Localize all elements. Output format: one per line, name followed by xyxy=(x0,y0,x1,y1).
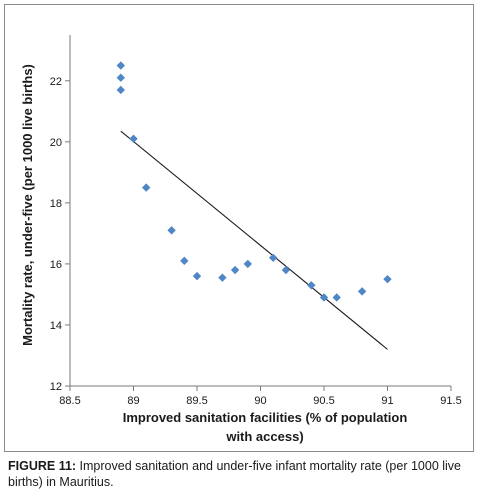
data-point xyxy=(281,265,291,275)
x-axis-title-line-1: Improved sanitation facilities (% of pop… xyxy=(123,410,408,425)
y-tick-label: 20 xyxy=(50,137,62,149)
data-point xyxy=(142,183,151,192)
data-point xyxy=(383,274,392,284)
data-points xyxy=(116,61,392,302)
data-point xyxy=(116,85,125,95)
trendline xyxy=(120,130,388,350)
x-tick-label: 89.5 xyxy=(186,395,207,407)
data-point xyxy=(357,287,367,296)
x-axis-ticks: 88.5 89 89.5 90 90.5 91 91.5 xyxy=(59,386,462,407)
y-tick-label: 18 xyxy=(50,198,62,210)
data-point xyxy=(307,281,316,290)
y-tick-label: 22 xyxy=(50,76,62,88)
x-tick-label: 89 xyxy=(127,395,139,407)
data-point xyxy=(129,134,138,143)
data-point xyxy=(332,293,341,302)
x-tick-label: 88.5 xyxy=(59,395,80,407)
caption-text: Improved sanitation and under-five infan… xyxy=(8,459,462,489)
data-point xyxy=(230,265,240,275)
chart-axes xyxy=(69,35,451,387)
x-tick-label: 90.5 xyxy=(313,395,334,407)
data-point xyxy=(180,256,189,266)
data-point xyxy=(269,253,278,263)
scatter-chart: 12 14 16 18 20 22 88.5 89 89.5 90 90.5 91 91.5 Mort… xyxy=(20,35,462,444)
data-point xyxy=(116,73,125,82)
x-tick-label: 91 xyxy=(381,395,393,407)
data-point xyxy=(167,226,176,235)
x-axis-title-line-2: with access) xyxy=(225,429,303,444)
data-point xyxy=(243,259,252,269)
y-axis-title: Mortality rate, under-five (per 1000 liv… xyxy=(20,64,35,346)
y-axis-ticks: 12 14 16 18 20 22 xyxy=(50,76,70,393)
trendline-group xyxy=(120,130,388,350)
y-tick-label: 14 xyxy=(50,320,62,332)
caption-label: FIGURE 11: xyxy=(8,459,77,473)
data-point xyxy=(218,273,227,282)
y-tick-label: 16 xyxy=(50,259,62,271)
data-point xyxy=(192,271,202,281)
figure-frame: 12 14 16 18 20 22 88.5 89 89.5 90 90.5 91 91.5 Mort… xyxy=(4,4,474,452)
figure-caption: FIGURE 11: Improved sanitation and under… xyxy=(8,458,474,490)
y-tick-label: 12 xyxy=(50,381,62,393)
data-point xyxy=(319,293,329,302)
x-tick-label: 91.5 xyxy=(440,395,461,407)
x-tick-label: 90 xyxy=(254,395,266,407)
data-point xyxy=(116,61,125,70)
